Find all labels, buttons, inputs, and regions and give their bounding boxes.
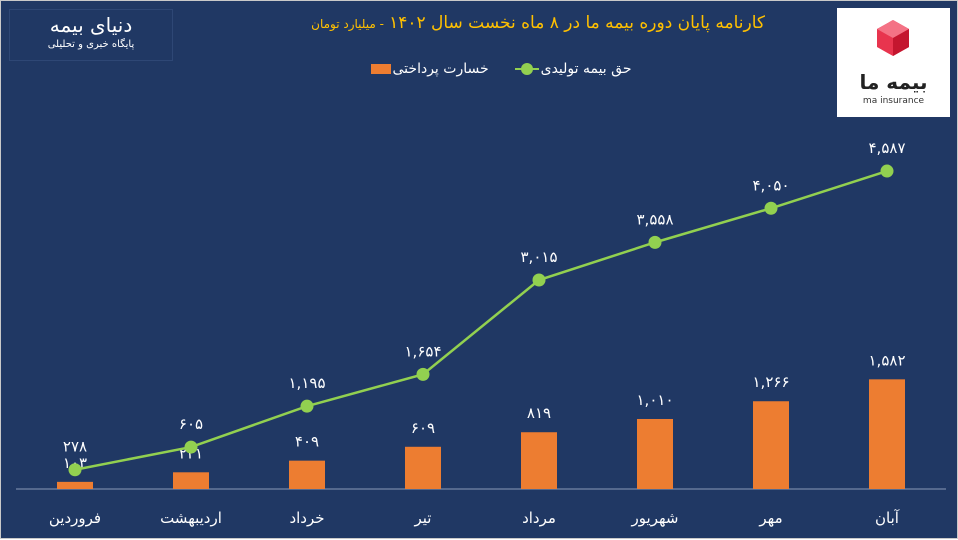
point-label: ۲۷۸: [63, 438, 87, 456]
bar-claims: [753, 401, 789, 489]
logo-name-fa: بیمه ما: [859, 70, 928, 94]
line-premium: [74, 169, 888, 471]
insurer-logo: بیمه ما ma insurance: [837, 8, 950, 117]
point-label: ۳,۰۱۵: [521, 248, 558, 266]
point-premium: [68, 463, 82, 477]
bar-claims: [173, 472, 209, 489]
x-tick-label: شهریور: [631, 509, 679, 527]
cube-logo-icon: [877, 20, 909, 56]
brand-tagline: پایگاه خبری و تحلیلی: [47, 39, 135, 50]
x-tick-label: تیر: [414, 509, 432, 527]
bar-claims: [57, 481, 93, 489]
x-tick-label: مرداد: [522, 509, 556, 527]
x-tick-label: مهر: [758, 509, 782, 527]
point-label: ۶۰۵: [179, 415, 203, 433]
x-tick-label: فروردین: [49, 509, 101, 527]
brand-logo: دنیای بیمه پایگاه خبری و تحلیلی: [9, 9, 173, 61]
brand-name: دنیای بیمه: [49, 13, 133, 37]
chart-title: کارنامه پایان دوره بیمه ما در ۸ ماه نخست…: [311, 13, 765, 33]
bar-claims: [405, 446, 441, 489]
bar-claims: [869, 379, 905, 489]
bar-label: ۶۰۹: [411, 419, 435, 437]
point-premium: [300, 399, 314, 413]
chart-unit: - میلیارد تومان: [311, 17, 384, 31]
bar-label: ۱,۰۱۰: [637, 391, 674, 409]
legend-item-premium: حق بیمه تولیدی: [514, 61, 632, 77]
point-premium: [764, 201, 778, 215]
bar-claims: [637, 418, 673, 489]
bar-swatch-icon: [370, 64, 391, 74]
point-premium: [880, 164, 894, 178]
point-premium: [184, 440, 198, 454]
x-tick-label: اردیبهشت: [160, 509, 222, 527]
point-label: ۱,۱۹۵: [289, 374, 326, 392]
bar-label: ۱,۲۶۶: [753, 373, 790, 391]
point-premium: [416, 367, 430, 381]
logo-name-en: ma insurance: [862, 96, 925, 106]
line-marker-icon: [514, 63, 539, 75]
point-label: ۱,۶۵۴: [405, 342, 442, 360]
bar-label: ۴۰۹: [295, 433, 319, 451]
legend: حق بیمه تولیدی خسارت پرداختی: [321, 61, 681, 77]
bar-label: ۱,۵۸۲: [869, 351, 906, 369]
legend-item-claims: خسارت پرداختی: [370, 61, 489, 77]
point-premium: [648, 235, 662, 249]
point-label: ۴,۵۸۷: [869, 139, 906, 157]
legend-label-claims: خسارت پرداختی: [392, 61, 489, 77]
bar-claims: [289, 460, 325, 489]
point-label: ۳,۵۵۸: [637, 210, 674, 228]
x-tick-label: آبان: [875, 509, 900, 527]
legend-label-premium: حق بیمه تولیدی: [540, 61, 632, 77]
x-tick-label: خرداد: [289, 509, 324, 527]
bar-label: ۸۱۹: [527, 404, 551, 422]
point-premium: [532, 273, 546, 287]
bar-claims: [521, 432, 557, 489]
chart-title-text: کارنامه پایان دوره بیمه ما در ۸ ماه نخست…: [389, 13, 765, 33]
point-label: ۴,۰۵۰: [753, 176, 790, 194]
